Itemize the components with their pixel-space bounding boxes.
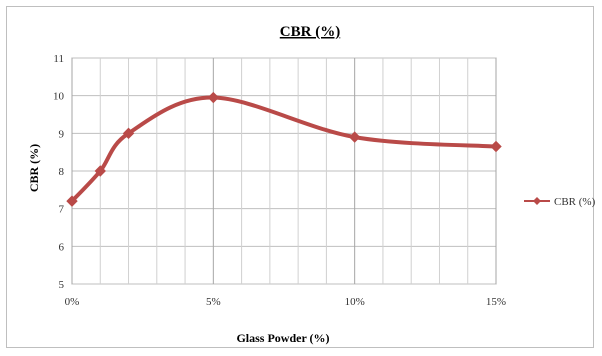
data-point-marker bbox=[94, 165, 106, 177]
x-tick-label: 15% bbox=[486, 296, 506, 308]
data-point-marker bbox=[490, 140, 502, 153]
y-tick-label: 8 bbox=[59, 166, 65, 178]
legend-marker bbox=[533, 197, 541, 205]
y-tick-label: 9 bbox=[59, 128, 65, 140]
data-point-marker bbox=[348, 131, 361, 143]
data-point-marker bbox=[122, 127, 135, 140]
x-tick-label: 10% bbox=[345, 296, 365, 308]
data-point-marker bbox=[66, 195, 78, 207]
y-tick-label: 5 bbox=[59, 279, 65, 291]
y-tick-labels: 5 6 7 8 9 10 11 bbox=[53, 53, 65, 291]
x-tick-label: 5% bbox=[206, 296, 221, 308]
series-group bbox=[66, 91, 502, 207]
y-axis-title: CBR (%) bbox=[27, 144, 41, 192]
y-tick-label: 11 bbox=[53, 53, 64, 65]
grid bbox=[71, 57, 497, 285]
chart-title: CBR (%) bbox=[280, 24, 340, 40]
series-line bbox=[70, 95, 498, 204]
y-tick-label: 7 bbox=[59, 204, 65, 216]
legend-label: CBR (%) bbox=[554, 196, 596, 208]
x-axis-title: Glass Powder (%) bbox=[236, 331, 329, 345]
legend: CBR (%) bbox=[524, 196, 596, 208]
data-point-marker bbox=[207, 91, 220, 104]
x-tick-label: 0% bbox=[65, 296, 80, 308]
y-tick-label: 6 bbox=[59, 241, 65, 253]
x-tick-labels: 0% 5% 10% 15% bbox=[65, 296, 506, 308]
y-tick-label: 10 bbox=[53, 91, 65, 103]
